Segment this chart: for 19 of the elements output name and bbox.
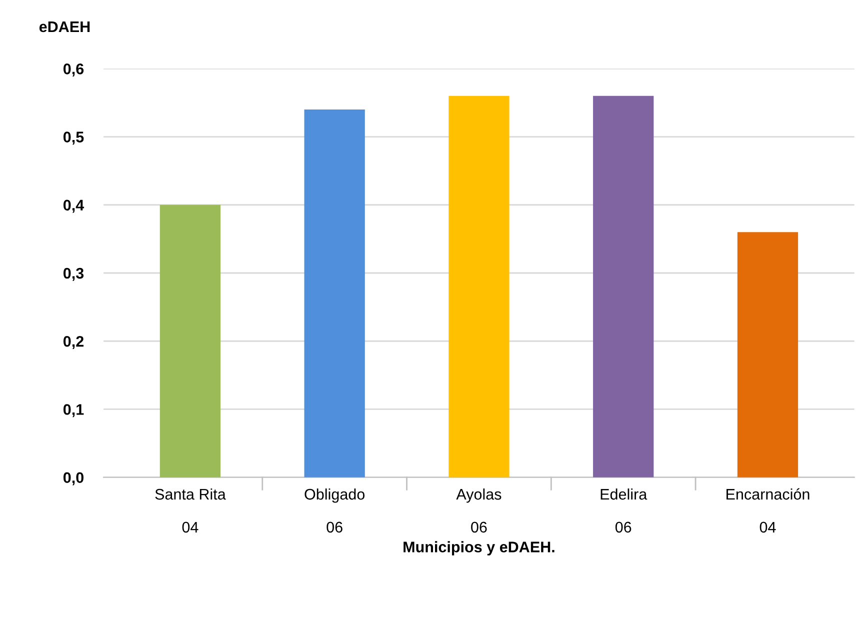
category-label: Edelira 06 <box>600 488 648 533</box>
category-label: Obligado 06 <box>304 488 365 533</box>
bar <box>160 204 221 478</box>
y-axis-title: eDAEH <box>39 22 90 32</box>
y-tick-label: 0,5 <box>63 132 84 145</box>
bar <box>593 96 654 478</box>
y-tick-label: 0,6 <box>63 64 84 77</box>
y-tick-label: 0,1 <box>63 404 84 418</box>
y-tick-label: 0,4 <box>63 200 84 213</box>
category-label: Encarnación 04 <box>726 488 810 533</box>
bar <box>304 110 365 478</box>
y-tick-label: 0,0 <box>63 472 84 486</box>
y-tick-label: 0,2 <box>63 336 84 350</box>
category-label: Ayolas 06 <box>456 488 502 533</box>
bar <box>737 232 798 478</box>
bar <box>448 96 510 478</box>
y-tick-label: 0,3 <box>63 268 84 281</box>
x-axis-title: Municipios y eDAEH. <box>404 541 554 556</box>
category-label: Santa Rita 04 <box>155 488 226 533</box>
